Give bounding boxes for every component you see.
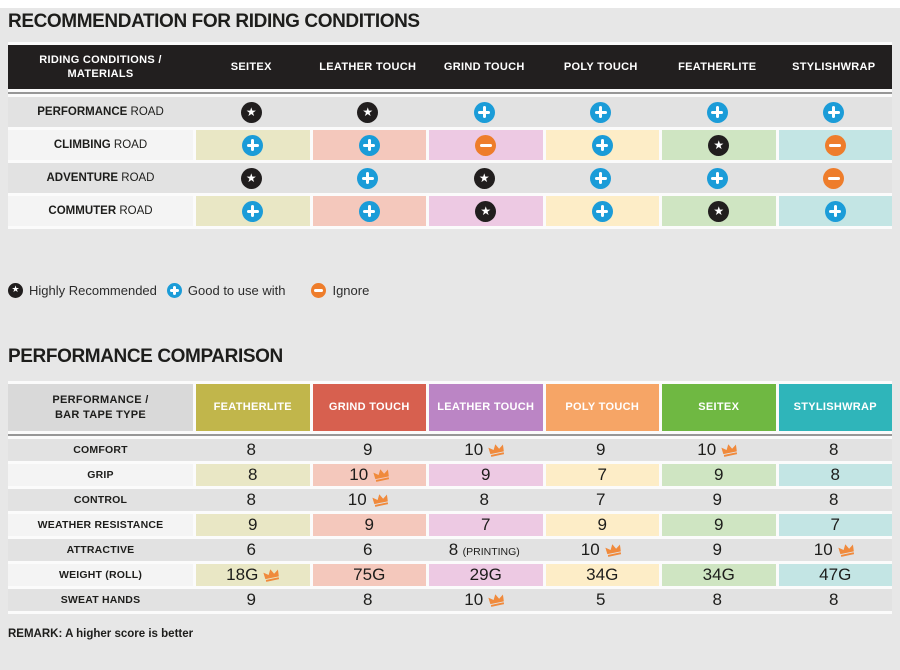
star-icon — [357, 101, 379, 123]
minus-icon — [311, 283, 327, 298]
plus-icon — [706, 101, 728, 123]
star-icon — [473, 167, 495, 189]
star-icon — [475, 200, 497, 222]
star-icon — [708, 200, 730, 222]
row-label: SWEAT HANDS — [8, 589, 193, 611]
crown-icon — [605, 544, 621, 557]
column-header-seitex: SEITEX — [193, 45, 310, 89]
plus-icon — [357, 167, 379, 189]
minus-icon — [823, 167, 845, 189]
plus-icon — [706, 167, 728, 189]
table-row-weight-roll: WEIGHT (ROLL) 18G 75G 29G 34G 34G 47G — [8, 564, 892, 586]
table-row-adventure-road: ADVENTURE ROAD — [8, 163, 892, 193]
crown-icon — [372, 494, 388, 507]
column-header-stylishwrap: STYLISHWRAP — [775, 384, 892, 431]
column-header-stylishwrap: STYLISHWRAP — [775, 45, 892, 89]
table-row-control: CONTROL 8 10 8 7 9 8 — [8, 489, 892, 511]
crown-icon — [263, 569, 280, 582]
corner-header: PERFORMANCE / BAR TAPE TYPE — [8, 384, 193, 431]
column-header-leather-touch: LEATHER TOUCH — [309, 45, 426, 89]
table-row-climbing-road: CLIMBING ROAD — [8, 130, 892, 160]
minus-icon — [475, 134, 497, 156]
crown-icon — [721, 444, 738, 457]
performance-header-row: PERFORMANCE / BAR TAPE TYPE FEATHERLITE … — [8, 384, 892, 431]
row-label: WEIGHT (ROLL) — [8, 564, 193, 586]
plus-icon — [590, 167, 612, 189]
header-separator — [8, 434, 892, 436]
table-row-comfort: COMFORT 8 9 10 9 10 8 — [8, 439, 892, 461]
column-header-leather-touch: LEATHER TOUCH — [426, 384, 543, 431]
column-header-grind-touch: GRIND TOUCH — [309, 384, 426, 431]
star-icon — [8, 283, 23, 298]
plus-icon — [591, 200, 613, 222]
plus-icon — [473, 101, 495, 123]
riding-conditions-header-row: RIDING CONDITIONS / MATERIALS SEITEX LEA… — [8, 45, 892, 89]
corner-header: RIDING CONDITIONS / MATERIALS — [8, 45, 193, 89]
legend-item-ignore: Ignore — [311, 283, 369, 298]
star-icon — [240, 101, 262, 123]
row-label: WEATHER RESISTANCE — [8, 514, 193, 536]
plus-icon — [824, 200, 846, 222]
column-header-grind-touch: GRIND TOUCH — [426, 45, 543, 89]
crown-icon — [488, 594, 505, 607]
row-label: CONTROL — [8, 489, 193, 511]
column-header-poly-touch: POLY TOUCH — [542, 45, 659, 89]
legend: Highly Recommended Good to use with Igno… — [8, 283, 900, 298]
table-row-attractive: ATTRACTIVE 6 6 8 (PRINTING) 10 9 10 — [8, 539, 892, 561]
remark-note: REMARK: A higher score is better — [8, 628, 194, 640]
column-header-featherlite: FEATHERLITE — [193, 384, 310, 431]
performance-comparison-title: PERFORMANCE COMPARISON — [8, 346, 283, 367]
plus-icon — [358, 134, 380, 156]
column-header-poly-touch: POLY TOUCH — [542, 384, 659, 431]
table-row-commuter-road: COMMUTER ROAD — [8, 196, 892, 226]
header-separator — [8, 92, 892, 94]
plus-icon — [823, 101, 845, 123]
plus-icon — [242, 134, 264, 156]
plus-icon — [590, 101, 612, 123]
column-header-seitex: SEITEX — [659, 384, 776, 431]
crown-icon — [488, 444, 505, 457]
legend-item-good-to-use-with: Good to use with — [166, 283, 285, 298]
plus-icon — [242, 200, 264, 222]
row-label: COMFORT — [8, 439, 193, 461]
page-background: RECOMMENDATION FOR RIDING CONDITIONS RID… — [0, 8, 900, 670]
plus-icon — [591, 134, 613, 156]
column-header-featherlite: FEATHERLITE — [659, 45, 776, 89]
plus-icon — [166, 283, 182, 298]
row-label: GRIP — [8, 464, 193, 486]
table-row-sweat-hands: SWEAT HANDS 9 8 10 5 8 8 — [8, 589, 892, 611]
riding-conditions-title: RECOMMENDATION FOR RIDING CONDITIONS — [8, 11, 420, 32]
row-label: ATTRACTIVE — [8, 539, 193, 561]
riding-conditions-table: RIDING CONDITIONS / MATERIALS SEITEX LEA… — [8, 42, 892, 229]
table-row-weather-resistance: WEATHER RESISTANCE 9 9 7 9 9 7 — [8, 514, 892, 536]
table-row-grip: GRIP 8 10 9 7 9 8 — [8, 464, 892, 486]
legend-item-highly-recommended: Highly Recommended — [8, 283, 157, 298]
performance-comparison-table: PERFORMANCE / BAR TAPE TYPE FEATHERLITE … — [8, 381, 892, 614]
row-label: ADVENTURE ROAD — [8, 163, 193, 193]
star-icon — [708, 134, 730, 156]
row-label: COMMUTER ROAD — [8, 196, 193, 226]
crown-icon — [373, 469, 390, 482]
minus-icon — [824, 134, 846, 156]
star-icon — [240, 167, 262, 189]
table-row-performance-road: PERFORMANCE ROAD — [8, 97, 892, 127]
crown-icon — [838, 544, 854, 557]
row-label: PERFORMANCE ROAD — [8, 97, 193, 127]
row-label: CLIMBING ROAD — [8, 130, 193, 160]
top-white-strip — [0, 0, 900, 8]
plus-icon — [358, 200, 380, 222]
